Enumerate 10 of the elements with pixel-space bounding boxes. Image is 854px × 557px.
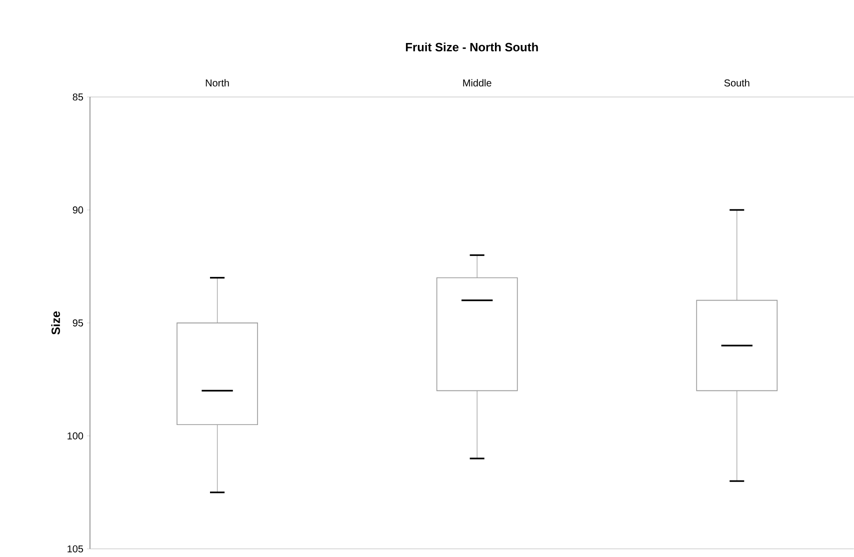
- y-tick-label: 100: [68, 432, 84, 440]
- x-tick-label: North: [206, 79, 229, 87]
- x-tick-label: South: [724, 79, 750, 87]
- x-tick-label: Middle: [463, 79, 492, 87]
- y-tick-label: 105: [68, 545, 84, 552]
- chart-title: Fruit Size - North South: [406, 42, 538, 52]
- y-axis-title: Size: [51, 311, 60, 335]
- y-tick-label: 95: [72, 319, 84, 327]
- y-tick-label: 85: [72, 94, 84, 101]
- y-tick-label: 90: [72, 206, 84, 214]
